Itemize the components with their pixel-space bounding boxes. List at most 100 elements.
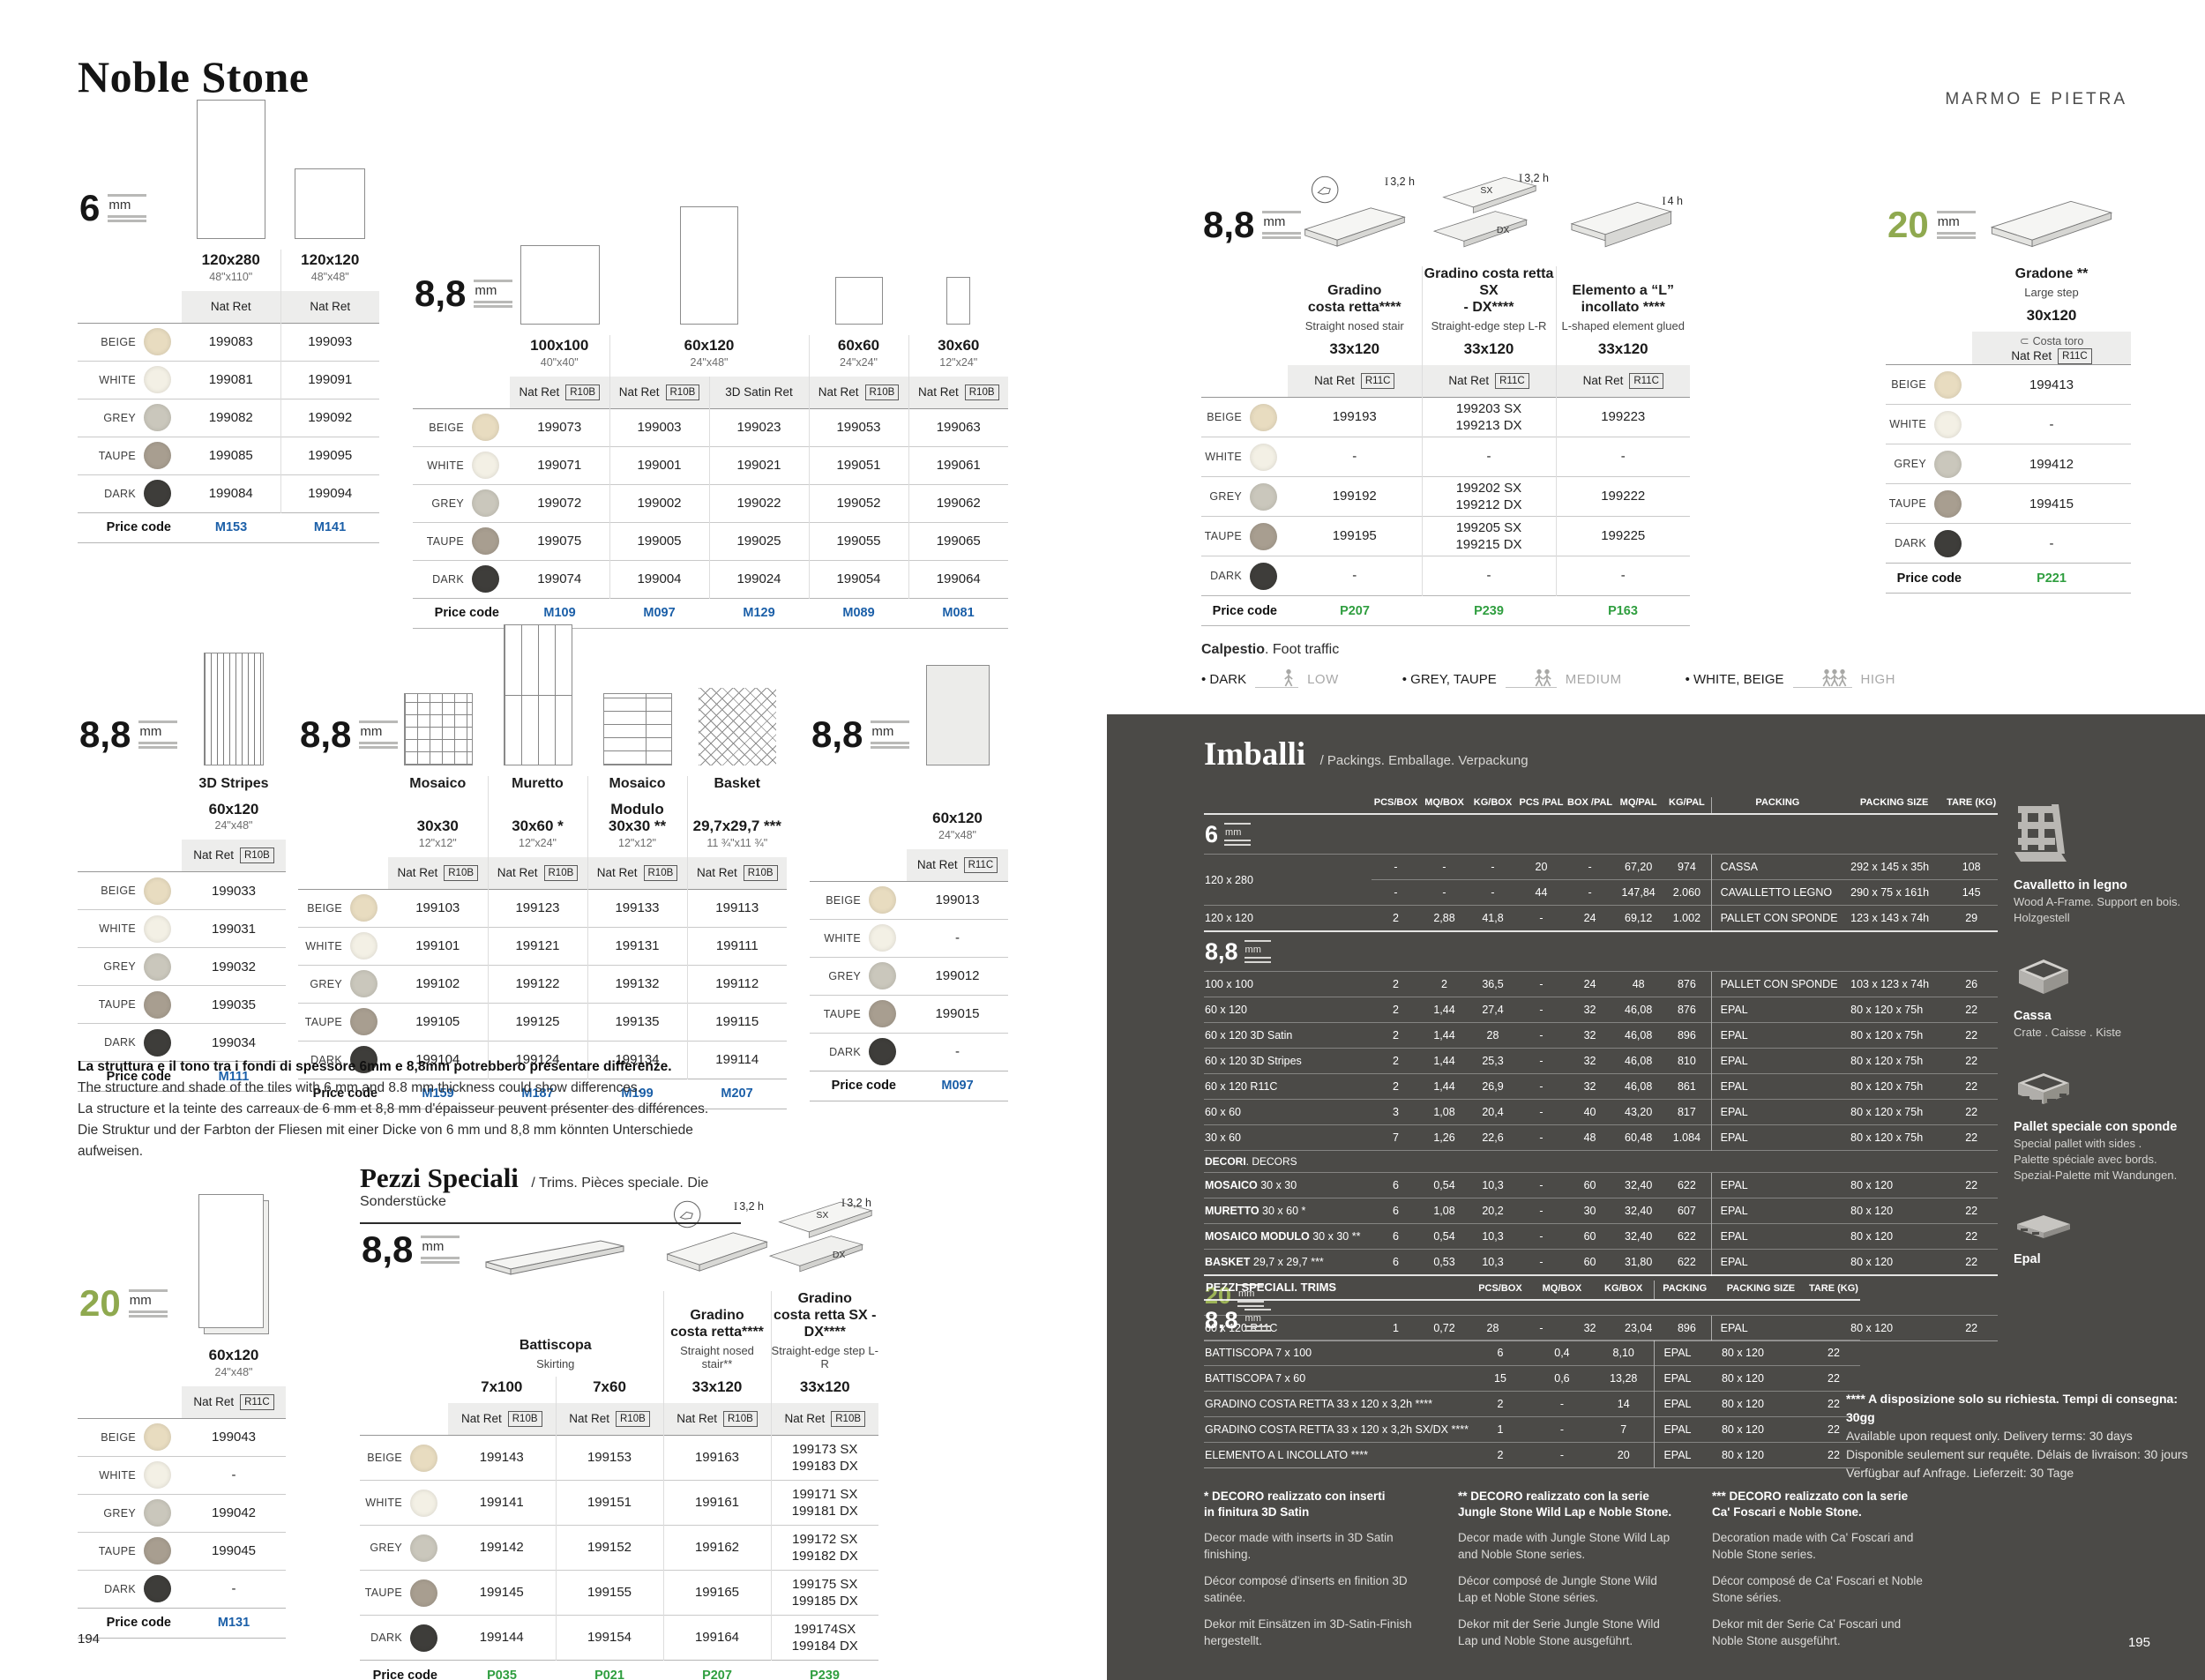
thickness-section-row: 6 mm	[1204, 814, 1998, 855]
price-row: Price code P221	[1886, 563, 2131, 594]
packing-value: 22,6	[1469, 1124, 1517, 1151]
packing-value: PALLET CON SPONDE	[1710, 971, 1844, 997]
price-code: M199	[587, 1078, 687, 1109]
color-label-cell: WHITE	[810, 918, 907, 958]
tile-modulo-icon	[602, 693, 672, 765]
swatch-taupe-icon	[144, 990, 171, 1019]
product-code: 199062	[908, 483, 1008, 523]
slip-rating-badge: R10B	[240, 847, 274, 864]
size-cell: 60x120 24"x48"	[907, 808, 1008, 849]
costa-toro-label: ⊂ Costa toro	[2019, 334, 2084, 348]
size-cell: 30x30 12"x12"	[388, 799, 488, 857]
color-row-dark: DARK -	[1886, 523, 2131, 564]
packing-value: EPAL	[1710, 1315, 1844, 1341]
product-code: 199004	[609, 559, 709, 599]
finish-cell: ⊂ Costa toro Nat Ret R11C	[1972, 332, 2131, 365]
swatch-dark-icon	[410, 1624, 437, 1652]
packing-column-header: PCS/BOX	[1372, 797, 1420, 815]
packing-value: -	[1517, 971, 1566, 997]
packing-value: 32	[1566, 1022, 1615, 1049]
finish-cell: Nat Ret R10B	[908, 376, 1008, 409]
thickness-label: 8,8 mm	[79, 716, 178, 753]
packing-value: PALLET CON SPONDE	[1710, 905, 1844, 931]
finish-cell: Nat Ret R11C	[1555, 365, 1690, 398]
mm-unit: mm	[359, 721, 399, 749]
finish-label: Nat Ret	[310, 300, 351, 314]
size-inches: 48"x48"	[310, 270, 349, 283]
color-label-cell: WHITE	[360, 1480, 448, 1526]
packing-value: 2.060	[1663, 879, 1712, 906]
packing-value: 26	[1945, 971, 1999, 997]
product-name-cell: Mosaico	[587, 776, 687, 799]
packing-value: 290 x 75 x 161h	[1843, 879, 1946, 906]
trims-value: 22	[1806, 1340, 1860, 1366]
packing-header-row: PCS/BOX MQ/BOX KG/BOX PCS /PAL BOX /PAL MQ/PA…	[1204, 797, 1999, 815]
color-row-beige: BEIGE 199073 199003 199023 199053 199063	[413, 407, 1008, 447]
packing-value: 0,54	[1420, 1172, 1469, 1198]
packing-value: -	[1517, 1223, 1566, 1250]
finishes-row: Nat Ret R11C	[78, 1385, 286, 1419]
packing-value: 876	[1663, 971, 1712, 997]
packing-value: 28	[1469, 1315, 1517, 1341]
trims-column-header: TARE (KG)	[1806, 1281, 1860, 1301]
packing-type-name: Cavalletto in legno	[2014, 878, 2127, 892]
decors-divider-row: DECORI. DECORS	[1204, 1150, 1999, 1173]
color-name: WHITE	[99, 373, 136, 386]
color-name: BEIGE	[826, 893, 861, 907]
price-code: M081	[908, 597, 1008, 629]
mm-unit: mm	[871, 721, 910, 749]
tile-icon-cell: I 3,2 h	[1288, 174, 1422, 266]
product-name: Muretto	[512, 776, 564, 791]
packing-row: BASKET 29,7 x 29,7 *** 6 0,53 10,3-60 31,80 6…	[1204, 1249, 1999, 1275]
packing-value: 27,4	[1469, 997, 1517, 1023]
swatch-taupe-icon	[410, 1579, 437, 1607]
packing-value: 1,08	[1420, 1099, 1469, 1125]
mm-unit: mm	[1262, 211, 1302, 239]
collection-category: MARMO E PIETRA	[1945, 90, 2127, 108]
trims-value: 15	[1469, 1365, 1531, 1392]
packing-row-label: 120 x 120	[1204, 905, 1372, 931]
product-code: 199103	[388, 888, 488, 928]
product-code: 199032	[182, 947, 286, 986]
product-name: Mosaico	[409, 776, 467, 791]
product-subtitle: Straight nosed stair**	[680, 1343, 754, 1370]
color-label-cell: TAUPE	[360, 1570, 448, 1616]
trims-value: 80 x 120	[1714, 1416, 1807, 1443]
thickness-label: 6 mm	[79, 190, 147, 227]
packing-value: 103 x 123 x 74h	[1843, 971, 1946, 997]
color-label-cell: DARK	[298, 1040, 388, 1079]
swatch-dark-icon	[144, 1575, 171, 1603]
product-subtitle: L-shaped element glued	[1561, 318, 1686, 332]
color-label-cell: GREY	[810, 956, 907, 996]
color-row-beige: BEIGE 199013	[810, 880, 1008, 920]
packing-value: -	[1469, 854, 1517, 880]
foot-traffic-level: MEDIUM	[1565, 672, 1622, 687]
product-code: 199013	[907, 880, 1008, 920]
color-row-white: WHITE -	[1886, 404, 2131, 444]
packing-value: 2	[1372, 1073, 1420, 1100]
size-cell: 33x120	[662, 1376, 771, 1404]
size-cell: 33x120	[1288, 339, 1422, 366]
price-code: P239	[1422, 595, 1556, 627]
color-label-cell: BEIGE	[78, 322, 182, 362]
packing-row: 100 x 100 2 2 36,5-24 48 876 PALLET CON SPONDE…	[1204, 971, 1999, 997]
packing-value: EPAL	[1710, 1048, 1844, 1074]
packing-row: - - -44-147,84 2.060 CAVALLETTO LEGNO 290 x 7…	[1204, 879, 1999, 906]
size-label: 29,7x29,7 ***	[692, 818, 781, 835]
packing-table: PCS/BOX MQ/BOX KG/BOX PCS /PAL BOX /PAL MQ/PA…	[1204, 797, 1999, 1341]
swatch-grey-icon	[144, 1499, 171, 1527]
product-code: 199071	[510, 445, 609, 485]
packing-value: 2	[1372, 1022, 1420, 1049]
imballi-title: Imballi	[1204, 736, 1306, 773]
size-inches: 12"x24"	[519, 836, 557, 849]
tile-plain-icon	[946, 277, 970, 325]
packing-value: -	[1517, 1124, 1566, 1151]
foot-traffic-colors: • DARK	[1201, 672, 1247, 687]
packing-row: MOSAICO MODULO 30 x 30 ** 6 0,54 10,3-60 32,…	[1204, 1223, 1999, 1250]
slip-rating-badge: R10B	[864, 384, 900, 400]
slip-rating-badge: R10B	[831, 1411, 866, 1428]
swatch-beige-icon	[869, 886, 896, 915]
skirt-icon	[481, 1236, 631, 1281]
packing-row-label: 60 x 120 R11C	[1204, 1073, 1372, 1100]
product-code: 199162	[662, 1525, 771, 1571]
